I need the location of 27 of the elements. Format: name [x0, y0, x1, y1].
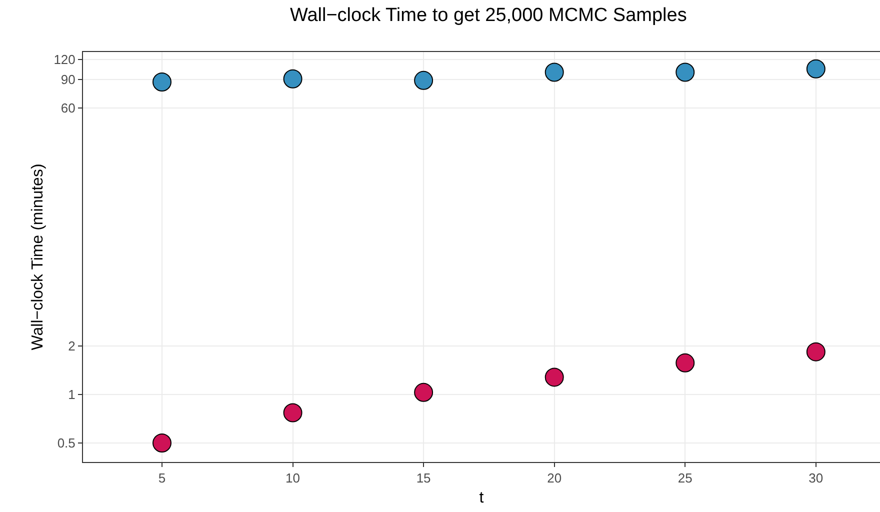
point	[283, 69, 302, 88]
x-tick-label: 10	[286, 470, 300, 486]
point	[676, 353, 695, 372]
y-tick-label: 0.5	[57, 436, 76, 451]
y-tick-label: 1	[68, 387, 76, 402]
x-tick-label: 5	[158, 470, 166, 486]
x-tick-label: 30	[808, 470, 824, 486]
y-axis-title: Wall−clock Time (minutes)	[30, 164, 47, 350]
y-tick-label: 90	[60, 72, 76, 88]
x-tick-label: 25	[678, 470, 692, 486]
point	[806, 59, 826, 78]
point	[414, 70, 434, 90]
x-tick-label: 15	[416, 470, 431, 486]
point	[544, 62, 564, 82]
chart-title: Wall−clock Time to get 25,000 MCMC Samples	[290, 4, 687, 26]
point	[676, 62, 695, 82]
x-axis-title: t	[479, 489, 484, 506]
point	[806, 342, 826, 362]
point	[544, 368, 564, 387]
point	[414, 382, 434, 402]
y-tick-label: 60	[60, 100, 76, 116]
y-tick-label: 2	[68, 338, 76, 354]
point	[283, 403, 302, 422]
point	[152, 72, 172, 92]
point	[152, 433, 172, 452]
y-tick-label: 120	[54, 52, 76, 68]
x-tick-label: 20	[547, 470, 562, 486]
